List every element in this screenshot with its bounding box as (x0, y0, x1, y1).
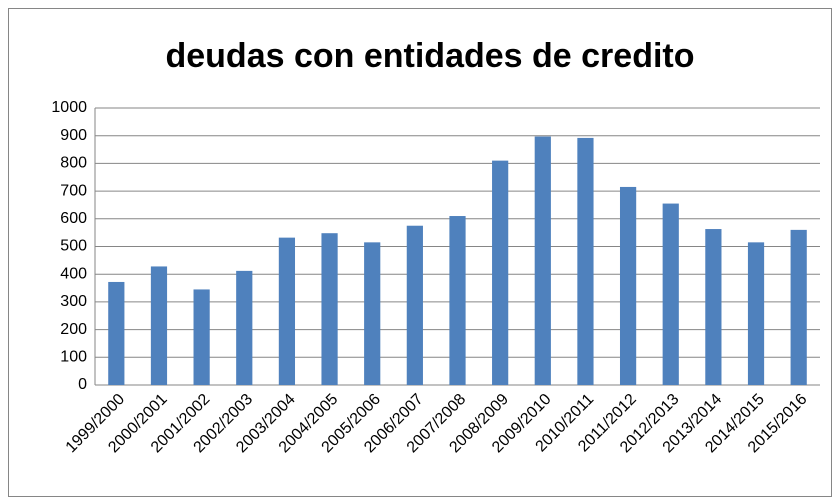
y-tick-label: 600 (60, 210, 87, 227)
bar (108, 281, 125, 385)
bar (577, 137, 594, 385)
bar (747, 242, 765, 385)
bar (662, 203, 679, 385)
bar (534, 136, 551, 385)
y-tick-label: 300 (60, 293, 87, 310)
y-tick-label: 500 (60, 238, 87, 255)
y-tick-label: 100 (60, 349, 87, 366)
bar (449, 216, 466, 385)
bar (790, 229, 807, 385)
bar (492, 160, 509, 385)
bar (278, 237, 296, 385)
bar (406, 225, 423, 385)
y-tick-label: 0 (78, 376, 87, 393)
bar (619, 186, 637, 385)
y-tick-label: 900 (60, 127, 87, 144)
y-tick-label: 200 (60, 321, 87, 338)
bar (364, 242, 381, 385)
bar (150, 266, 168, 385)
bar (705, 229, 722, 385)
y-tick-label: 1000 (51, 99, 87, 116)
bar (236, 270, 253, 385)
chart-title: deudas con entidades de credito (165, 37, 694, 75)
y-tick-label: 800 (60, 155, 87, 172)
y-tick-label: 700 (60, 182, 87, 199)
bar (193, 289, 210, 385)
y-tick-label: 400 (60, 265, 87, 282)
bar (321, 233, 338, 385)
